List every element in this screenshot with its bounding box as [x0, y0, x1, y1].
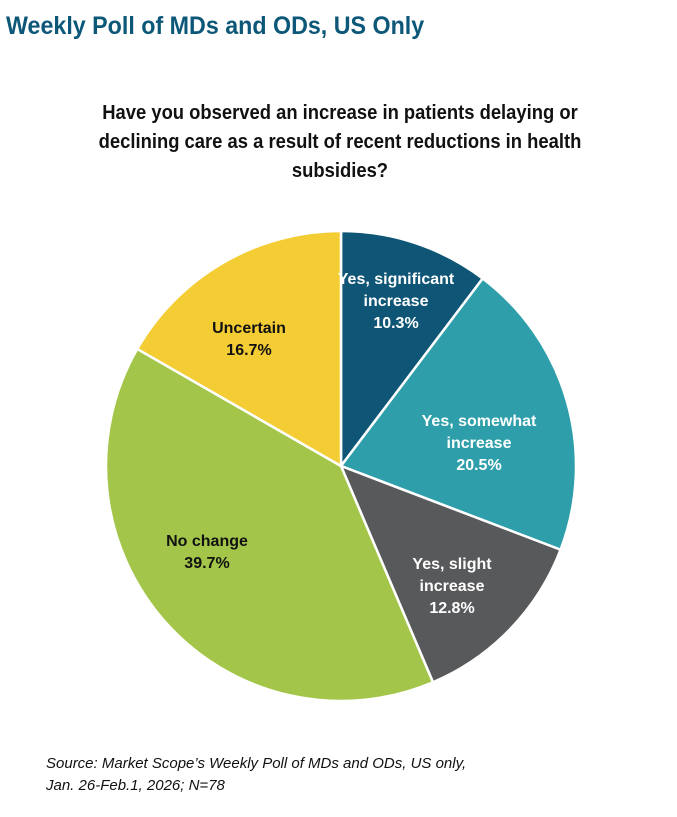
source-line-1: Source: Market Scope’s Weekly Poll of MD… — [46, 755, 467, 772]
slice-label-somewhat: Yes, somewhat increase 20.5% — [421, 413, 537, 474]
slice-label-slight: Yes, slight increase 12.8% — [412, 556, 492, 617]
chart-title: Have you observed an increase in patient… — [98, 102, 582, 182]
source-line-2: Jan. 26-Feb.1, 2026; N=78 — [46, 777, 225, 794]
slice-label-no-change: No change 39.7% — [166, 533, 248, 572]
pie-slice-slight — [338, 463, 563, 684]
pie-slice-significant — [339, 229, 485, 470]
source-note: Source: Market Scope’s Weekly Poll of MD… — [46, 753, 466, 797]
page-title: Weekly Poll of MDs and ODs, US Only — [6, 12, 425, 40]
slice-label-significant: Yes, significant increase 10.3% — [337, 271, 455, 332]
slice-label-uncertain: Uncertain 16.7% — [212, 320, 286, 359]
pie-slice-somewhat — [338, 276, 578, 552]
pie-slice-uncertain — [135, 229, 343, 469]
pie-slice-no-change — [104, 347, 435, 703]
